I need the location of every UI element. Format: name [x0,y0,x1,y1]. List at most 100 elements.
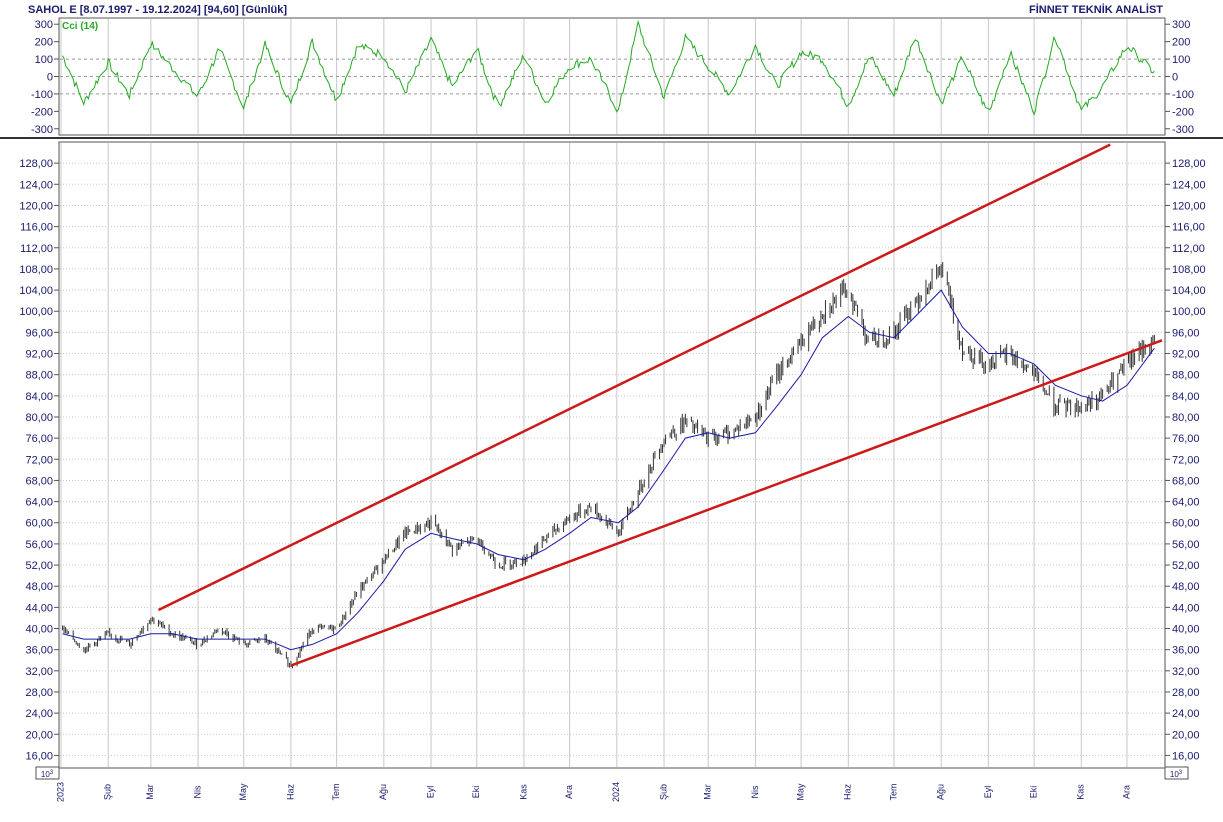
cci-tick-label: 100 [35,54,53,66]
x-tick-label: Nis [750,785,760,798]
price-tick-label: 96,00 [1172,327,1200,339]
price-tick-label: 108,00 [19,264,53,276]
scale-label-left: 103 [41,770,54,779]
price-tick-label: 32,00 [1172,666,1200,678]
price-tick-label: 48,00 [1172,581,1200,593]
indicator-label: Cci (14) [62,21,98,32]
price-tick-label: 60,00 [25,518,53,530]
x-tick-label: May [238,783,248,801]
x-tick-label: Kas [518,784,528,800]
price-tick-label: 100,00 [1172,306,1206,318]
price-tick-label: 120,00 [1172,200,1206,212]
cci-tick-label: -100 [1172,89,1194,101]
chart-title: SAHOL E [8.07.1997 - 19.12.2024] [94,60]… [28,4,287,16]
price-tick-label: 24,00 [1172,708,1200,720]
x-tick-label: May [795,783,805,801]
price-tick-label: 44,00 [1172,602,1200,614]
x-tick-label: Tem [888,783,898,800]
x-tick-label: Kas [1076,784,1086,800]
x-tick-label: Şub [103,784,113,800]
price-tick-label: 44,00 [25,602,53,614]
x-tick-label: Ara [564,785,574,799]
x-tick-label: Ağu [378,784,388,800]
indicator-panel: 300 200 100 0 -100 -200 -300 300 200 100 0 -100 -20… [31,17,1194,136]
price-tick-label: 40,00 [1172,624,1200,636]
price-tick-label: 88,00 [1172,370,1200,382]
price-tick-label: 96,00 [25,327,53,339]
price-tick-label: 76,00 [1172,433,1200,445]
price-tick-label: 80,00 [1172,412,1200,424]
x-tick-label: Ağu [936,784,946,800]
price-tick-label: 108,00 [1172,264,1206,276]
price-tick-label: 92,00 [25,349,53,361]
price-tick-label: 76,00 [25,433,53,445]
price-tick-label: 16,00 [1172,750,1200,762]
price-right-axis: 128,00 124,00 120,00 116,00 112,00 108,00 104,… [1165,158,1206,762]
trendline [290,339,1163,667]
price-tick-label: 100,00 [19,306,53,318]
price-tick-label: 28,00 [25,687,53,699]
moving-average-line [62,289,1155,651]
price-tick-label: 68,00 [1172,475,1200,487]
price-tick-label: 68,00 [25,475,53,487]
time-axis: 2023 Şub Mar Nis May Haz Tem Ağu Eyl Eki Kas Ara 202… [55,782,1131,802]
price-bars [62,261,1155,669]
cci-tick-label: -200 [1172,106,1194,118]
cci-tick-label: -200 [31,106,53,118]
cci-tick-label: 0 [47,72,53,84]
price-tick-label: 72,00 [25,454,53,466]
x-tick-label: Tem [331,783,341,800]
price-tick-label: 24,00 [25,708,53,720]
price-tick-label: 112,00 [20,243,53,255]
cci-tick-label: 300 [1172,19,1190,31]
price-tick-label: 48,00 [25,581,53,593]
price-tick-label: 88,00 [25,370,53,382]
price-panel-frame [58,141,1166,769]
cci-tick-label: 200 [35,37,53,49]
x-tick-label: Eyl [983,786,993,799]
price-tick-label: 112,00 [1172,243,1205,255]
price-tick-label: 60,00 [1172,518,1200,530]
price-tick-label: 20,00 [1172,729,1200,741]
price-tick-label: 124,00 [1172,179,1206,191]
x-tick-label: Şub [658,784,668,800]
price-tick-label: 28,00 [1172,687,1200,699]
cci-tick-label: -300 [31,124,53,136]
scale-label-right: 103 [1170,770,1183,779]
x-tick-label: 2024 [611,782,621,802]
price-tick-label: 116,00 [1172,222,1205,234]
cci-tick-label: 0 [1172,72,1178,84]
scale-box-right [1164,766,1189,780]
price-tick-label: 36,00 [25,645,53,657]
indicator-right-axis: 300 200 100 0 -100 -200 -300 [1165,19,1194,136]
price-tick-label: 32,00 [25,666,53,678]
price-tick-label: 128,00 [1172,158,1206,170]
x-tick-label: Eki [471,786,481,799]
cci-tick-label: 100 [1172,54,1190,66]
vendor-label: FİNNET TEKNİK ANALİST [1029,3,1163,16]
price-tick-label: 56,00 [1172,539,1200,551]
price-tick-label: 84,00 [1172,391,1200,403]
price-tick-label: 116,00 [20,222,53,234]
price-left-axis: 128,00 124,00 120,00 116,00 112,00 108,00 104,… [19,158,59,762]
x-tick-label: Eki [1028,786,1038,799]
price-tick-label: 52,00 [25,560,53,572]
x-tick-label: Eyl [425,786,435,799]
price-tick-label: 40,00 [25,624,53,636]
x-tick-label: 2023 [55,782,65,802]
price-tick-label: 36,00 [1172,645,1200,657]
x-tick-label: Mar [703,784,713,800]
price-tick-label: 128,00 [19,158,53,170]
cci-tick-label: 300 [35,19,53,31]
cci-line [62,19,1155,116]
price-tick-label: 20,00 [25,729,53,741]
price-tick-label: 56,00 [25,539,53,551]
trend-channel [157,143,1163,667]
x-tick-label: Ara [1121,785,1131,799]
price-grid [60,143,1164,767]
scale-box-left [35,766,60,780]
price-tick-label: 64,00 [1172,497,1200,509]
price-tick-label: 84,00 [25,391,53,403]
trendline [157,143,1111,612]
